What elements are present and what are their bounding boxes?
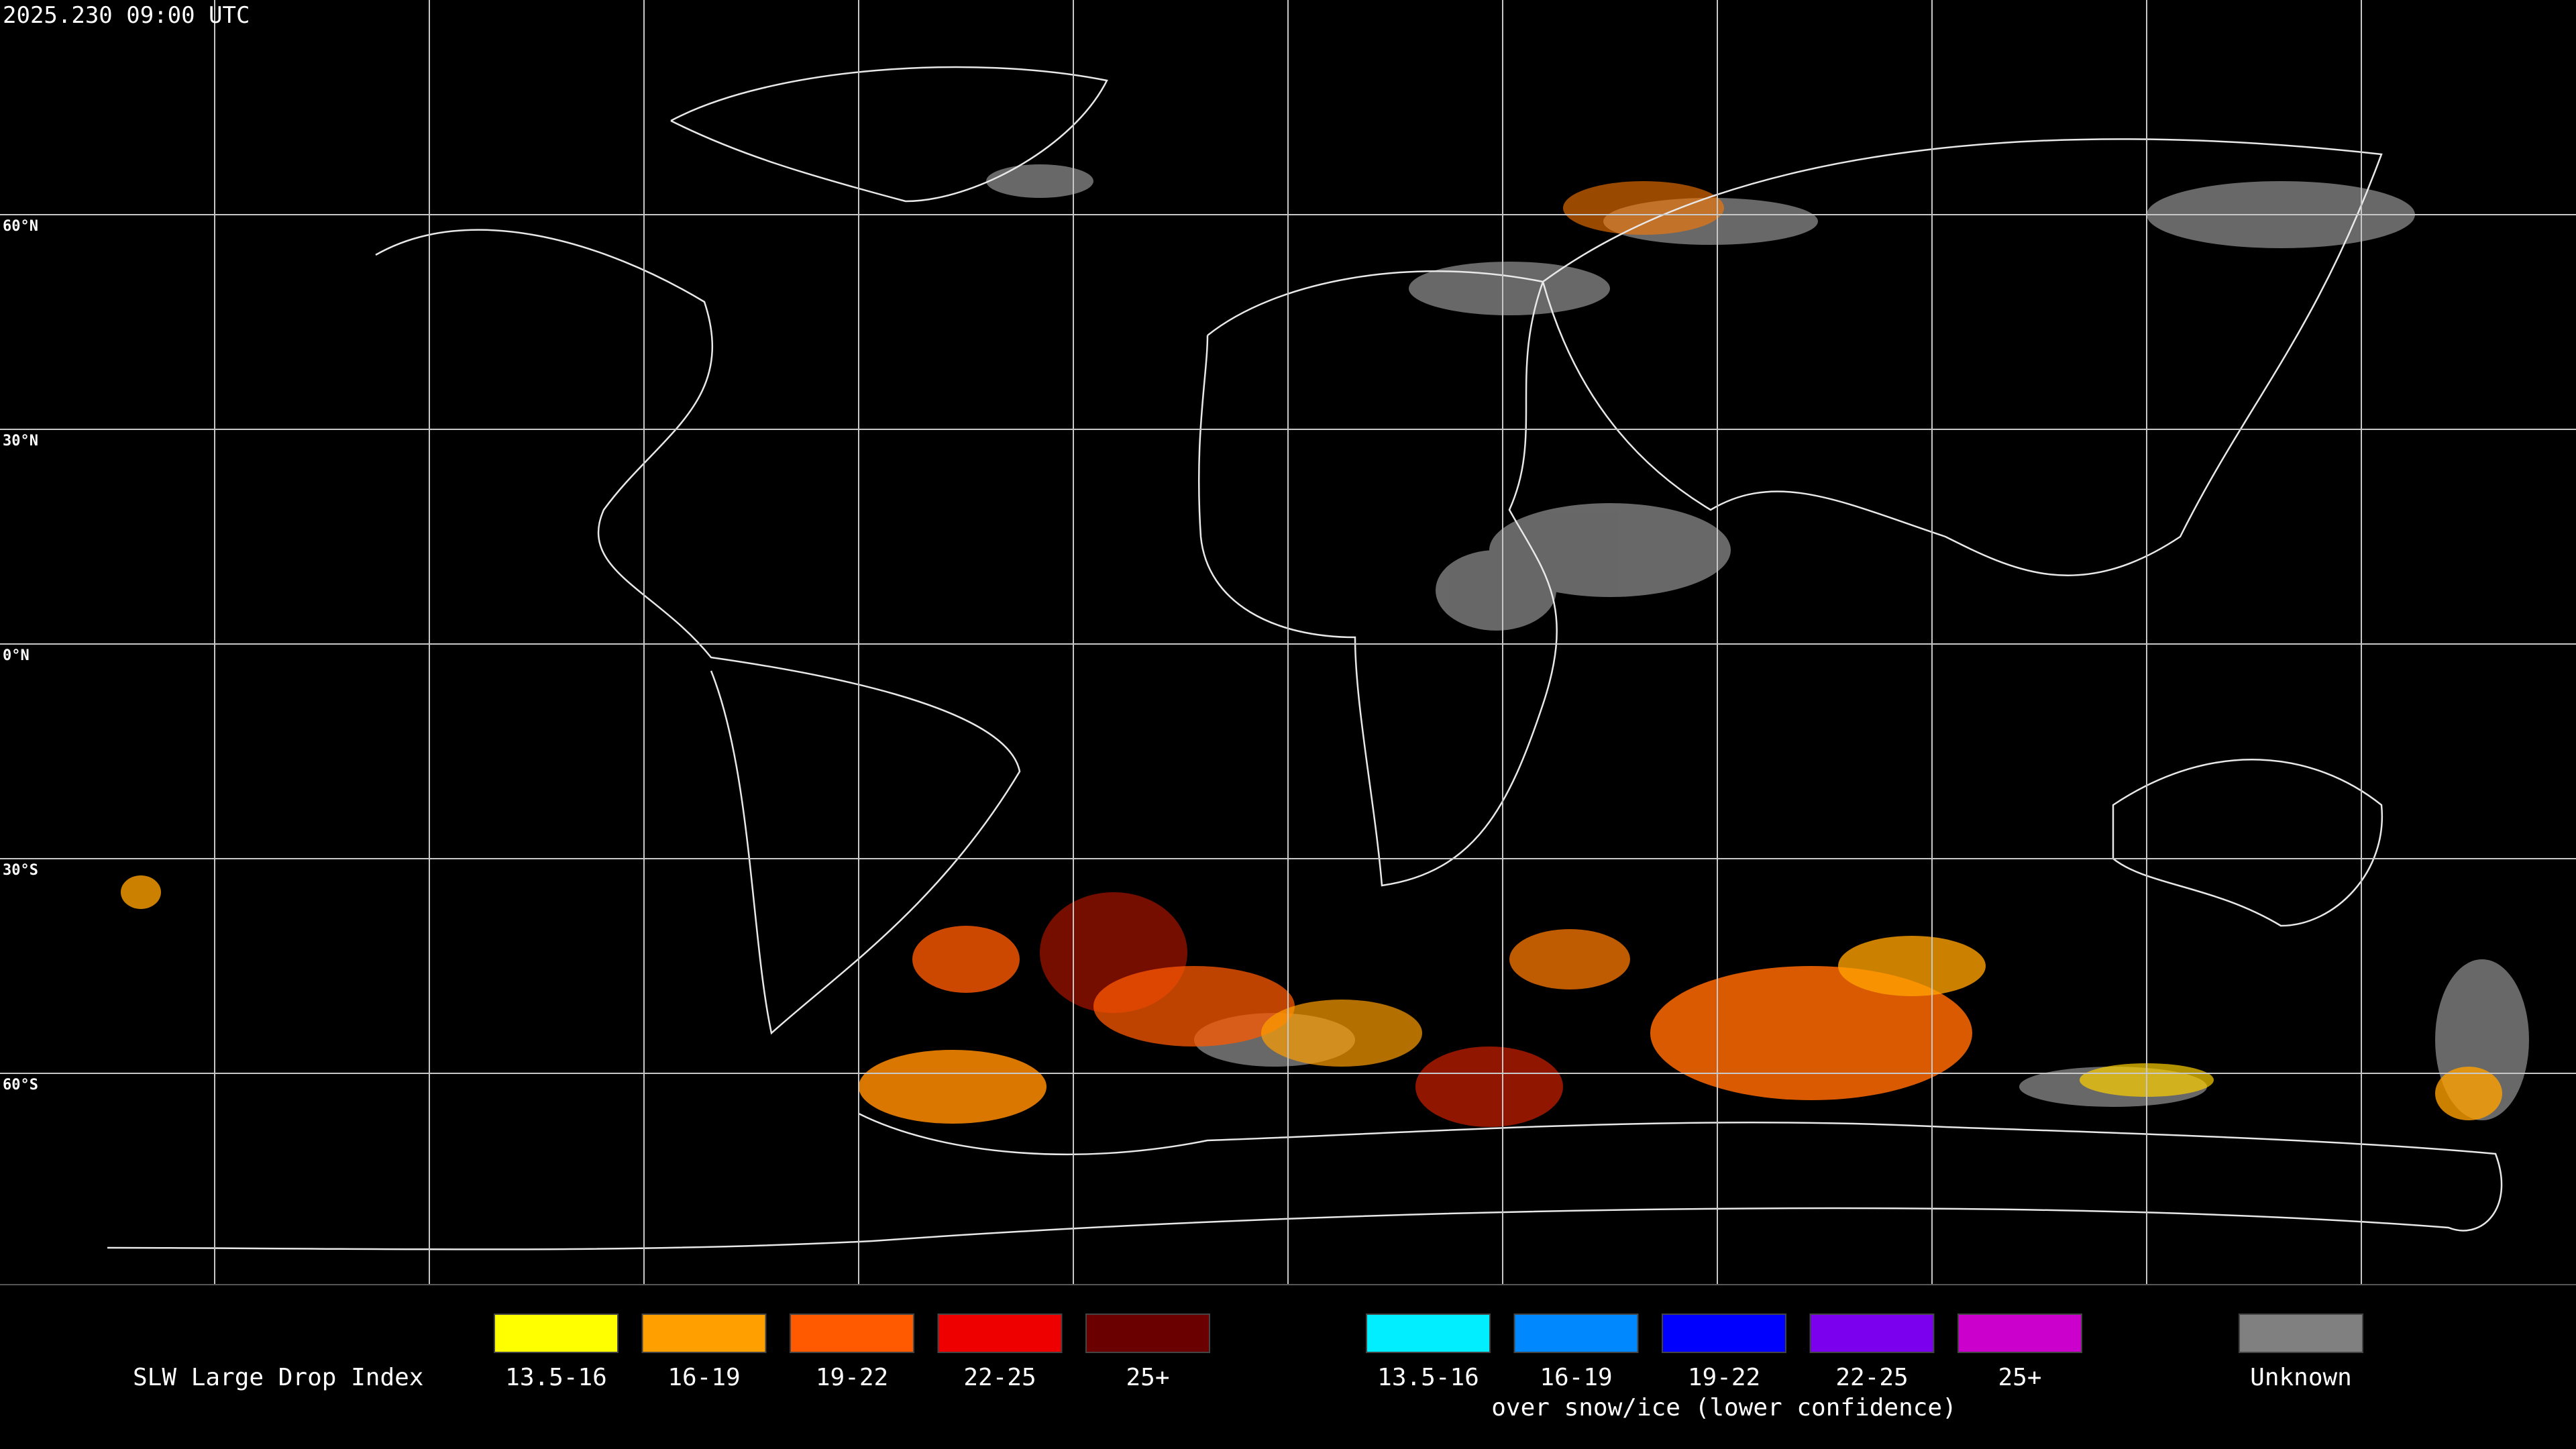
map: 60°N 30°N 0°N 30°S 60°S 2025.230 09:00 UTC: [0, 0, 2576, 1285]
legend-title: SLW Large Drop Index: [133, 1364, 423, 1391]
slw-areas: [121, 181, 2502, 1127]
legend-swatch: [641, 1313, 767, 1353]
legend-label: 22-25: [963, 1364, 1036, 1391]
legend-label: 16-19: [667, 1364, 740, 1391]
coastlines: [107, 66, 2503, 1250]
legend-swatch: [494, 1313, 619, 1353]
legend-label: 25+: [1126, 1364, 1169, 1391]
legend-label: 19-22: [1688, 1364, 1760, 1391]
latitude-label: 30°S: [3, 862, 38, 879]
legend-swatch: [1366, 1313, 1491, 1353]
latitude-label: 60°N: [3, 218, 38, 235]
legend: 13.5-16 16-19 19-22 22-25 25+ 13.5-16 16-19 19-…: [494, 1313, 2363, 1391]
timestamp: 2025.230 09:00 UTC: [3, 2, 250, 29]
latitude-label: 30°N: [3, 433, 38, 449]
latitude-labels: 60°N 30°N 0°N 30°S 60°S: [3, 218, 38, 1093]
legend-label: Unknown: [2250, 1364, 2352, 1391]
legend-label: 19-22: [816, 1364, 888, 1391]
legend-swatch: [1085, 1313, 1210, 1353]
legend-label: 13.5-16: [505, 1364, 607, 1391]
legend-panel: [0, 1285, 2576, 1449]
latitude-label: 60°S: [3, 1077, 38, 1093]
legend-swatch: [1957, 1313, 2082, 1353]
legend-label: 16-19: [1540, 1364, 1612, 1391]
snow-ice-caption: over snow/ice (lower confidence): [1491, 1394, 1957, 1421]
legend-label: 13.5-16: [1377, 1364, 1479, 1391]
legend-swatch: [1662, 1313, 1786, 1353]
legend-swatch: [790, 1313, 914, 1353]
legend-label: 22-25: [1835, 1364, 1908, 1391]
legend-swatch: [937, 1313, 1063, 1353]
legend-label: 25+: [1998, 1364, 2041, 1391]
legend-swatch: [1809, 1313, 1935, 1353]
graticule: [0, 0, 2576, 1285]
legend-swatch: [1513, 1313, 1639, 1353]
latitude-label: 0°N: [3, 647, 30, 664]
legend-swatch: [2239, 1313, 2363, 1353]
